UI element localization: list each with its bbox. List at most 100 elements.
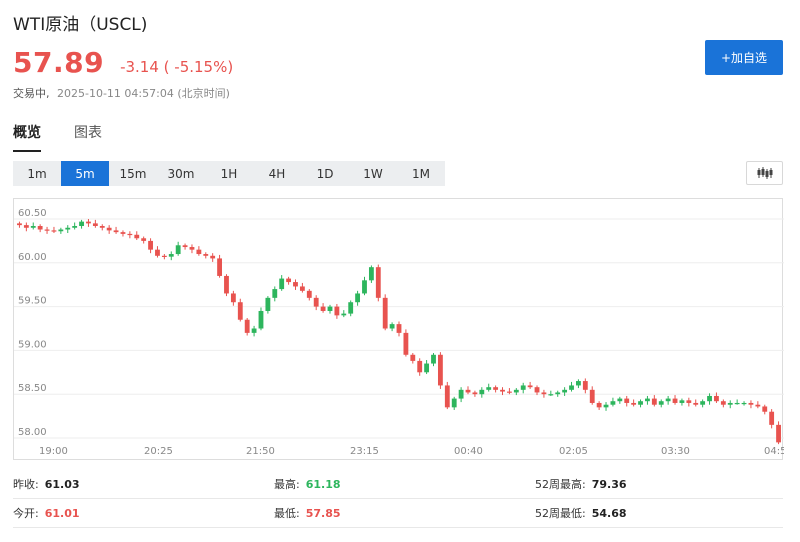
candle-body	[286, 278, 292, 283]
candle-body	[582, 381, 588, 390]
candle-body	[51, 230, 57, 232]
x-tick-label: 20:25	[144, 446, 173, 457]
candle-body	[562, 389, 568, 393]
candle-body	[244, 319, 250, 333]
candle-body	[217, 258, 222, 276]
stat-high: 最高: 61.18	[274, 478, 341, 491]
candle-body	[141, 238, 147, 241]
candle-body	[237, 302, 243, 320]
candle-body	[714, 395, 719, 402]
candle-body	[106, 227, 112, 231]
tab-overview[interactable]: 概览	[13, 122, 41, 152]
candle-body	[500, 389, 505, 392]
candle-body	[527, 385, 533, 388]
stat-52w-high: 52周最高: 79.36	[535, 478, 627, 491]
candle-body	[513, 389, 519, 393]
candle-body	[693, 402, 699, 405]
y-tick-label: 59.00	[18, 339, 47, 350]
instrument-title: WTI原油（USCL)	[13, 15, 148, 35]
interval-1h[interactable]: 1H	[220, 166, 238, 181]
candle-body	[120, 232, 126, 234]
candle-body	[362, 280, 367, 294]
candle-body	[589, 389, 595, 403]
trade-status: 交易中, 2025-10-11 04:57:04 (北京时间)	[13, 85, 230, 101]
interval-1d[interactable]: 1D	[316, 166, 334, 181]
candle-body	[679, 400, 685, 403]
candle-body	[437, 354, 443, 386]
candle-body	[444, 385, 450, 408]
candlestick-chart: 60.50 60.00 59.50 59.00 58.50 58.00 19:00 20:25…	[14, 208, 784, 457]
candle-body	[596, 402, 602, 408]
candle-body	[624, 398, 630, 403]
interval-30m[interactable]: 30m	[167, 166, 195, 181]
tab-chart[interactable]: 图表	[74, 125, 102, 141]
interval-selector: 1m 5m 15m 30m 1H 4H 1D 1W 1M	[13, 161, 445, 186]
candle-body	[224, 275, 229, 294]
x-tick-label: 23:15	[350, 446, 379, 457]
candle-body	[37, 226, 43, 230]
stat-open: 今开: 61.01	[13, 507, 80, 520]
candle-body	[230, 293, 236, 303]
candle-body	[203, 254, 209, 256]
candle-body	[348, 302, 354, 314]
candle-body	[99, 226, 105, 228]
interval-5m[interactable]: 5m	[61, 161, 109, 186]
candle-body	[417, 360, 423, 373]
add-to-watchlist-button[interactable]: +加自选	[705, 40, 783, 75]
interval-1w[interactable]: 1W	[363, 166, 383, 181]
candle-body	[617, 398, 623, 402]
candle-body	[389, 324, 395, 329]
candle-body	[92, 223, 98, 227]
chart-type-button[interactable]	[746, 161, 783, 185]
candle-body	[403, 332, 409, 355]
candle-body	[168, 254, 174, 257]
candle-body	[155, 249, 160, 256]
interval-1mo[interactable]: 1M	[412, 166, 430, 181]
candle-body	[686, 400, 692, 403]
price-chart[interactable]: 60.50 60.00 59.50 59.00 58.50 58.00 19:00 20:25…	[13, 198, 784, 460]
candle-body	[182, 245, 188, 248]
price-change: -3.14 ( -5.15%)	[120, 58, 234, 76]
y-tick-label: 60.00	[18, 252, 47, 263]
candle-body	[396, 324, 402, 333]
candle-body	[493, 387, 499, 390]
candle-body	[272, 289, 278, 298]
candle-body	[265, 297, 271, 311]
interval-1m[interactable]: 1m	[27, 166, 47, 181]
candle-body	[175, 245, 181, 255]
candle-body	[148, 240, 153, 250]
candle-body	[134, 234, 140, 239]
candle-body	[306, 290, 312, 298]
stats-panel: 昨收: 61.03 最高: 61.18 52周最高: 79.36 今开: 61.01 最…	[13, 470, 783, 528]
y-tick-label: 58.00	[18, 427, 47, 438]
candle-body	[610, 401, 616, 405]
candle-body	[741, 402, 747, 405]
candle-body	[341, 313, 347, 316]
candle-body	[313, 297, 319, 307]
candle-body	[17, 223, 22, 226]
candle-body	[458, 389, 464, 399]
candle-body	[320, 306, 326, 311]
candle-body	[576, 381, 581, 386]
candle-body	[258, 310, 264, 329]
candle-body	[431, 354, 436, 364]
timestamp: 2025-10-11 04:57:04 (北京时间)	[57, 87, 230, 100]
candle-body	[58, 229, 64, 232]
candle-body	[479, 389, 485, 395]
candle-body	[334, 306, 340, 316]
interval-4h[interactable]: 4H	[268, 166, 286, 181]
candle-body	[700, 401, 706, 405]
candle-body	[210, 255, 216, 259]
candle-body	[769, 411, 775, 425]
candle-body	[734, 402, 740, 405]
candle-body	[755, 404, 761, 407]
stat-52w-low: 52周最低: 54.68	[535, 507, 627, 520]
interval-15m[interactable]: 15m	[119, 166, 147, 181]
candle-body	[327, 306, 333, 311]
candle-body	[645, 398, 650, 402]
candle-body	[762, 406, 768, 412]
y-tick-label: 59.50	[18, 296, 47, 307]
candle-body	[72, 226, 78, 228]
y-tick-label: 58.50	[18, 383, 47, 394]
candle-body	[541, 392, 547, 395]
